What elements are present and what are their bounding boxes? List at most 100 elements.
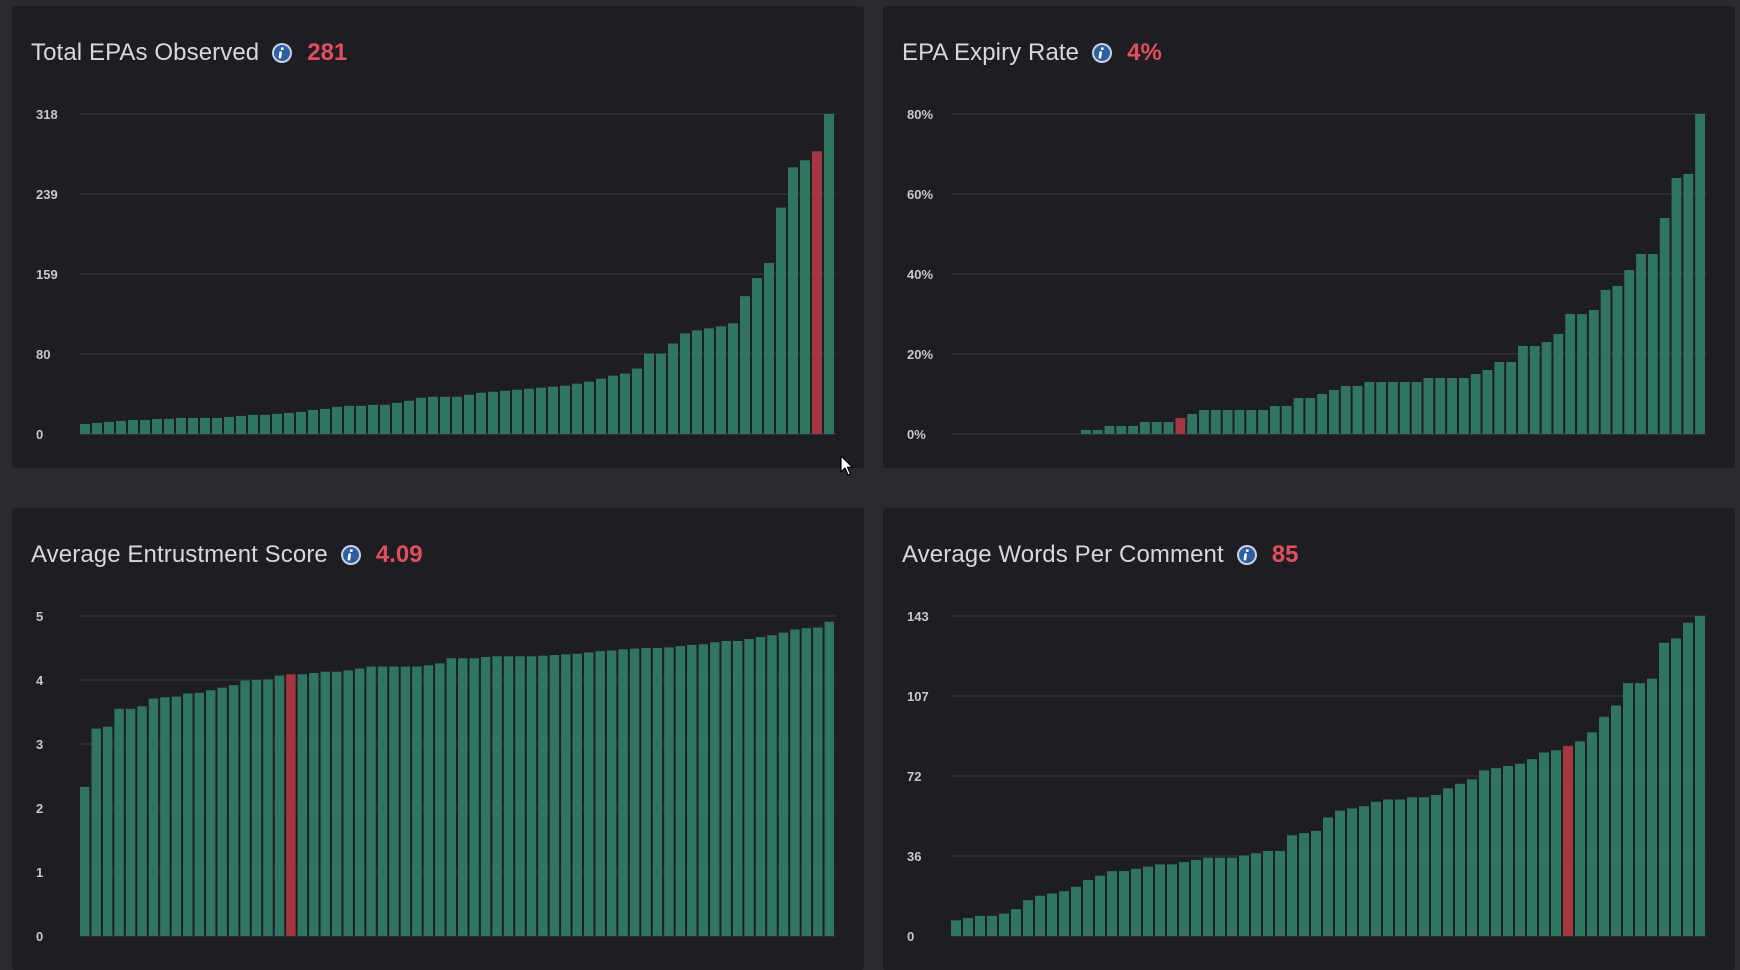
bar[interactable] — [641, 648, 651, 936]
info-icon[interactable] — [271, 42, 293, 64]
bar[interactable] — [1199, 410, 1209, 434]
bar[interactable] — [274, 675, 285, 936]
bar[interactable] — [400, 666, 411, 936]
bar[interactable] — [1116, 426, 1127, 434]
bar[interactable] — [618, 649, 628, 936]
bar[interactable] — [92, 422, 102, 434]
bar[interactable] — [1431, 795, 1441, 936]
bar[interactable] — [1191, 859, 1201, 936]
bar[interactable] — [224, 416, 234, 434]
bar[interactable] — [1305, 398, 1316, 434]
bar[interactable] — [606, 650, 617, 936]
bar[interactable] — [188, 417, 198, 434]
bar[interactable] — [1222, 410, 1233, 434]
bar[interactable] — [1551, 750, 1561, 936]
bar[interactable] — [1455, 783, 1465, 936]
bar[interactable] — [1683, 174, 1694, 434]
bar[interactable] — [452, 396, 462, 434]
bar[interactable] — [248, 414, 258, 434]
bar[interactable] — [309, 672, 319, 936]
bar[interactable] — [1131, 868, 1141, 936]
bar[interactable] — [1636, 254, 1646, 434]
bar[interactable] — [412, 666, 422, 936]
bar[interactable] — [137, 706, 147, 936]
bar[interactable] — [698, 644, 708, 936]
bar[interactable] — [1187, 414, 1198, 434]
bar[interactable] — [1119, 871, 1129, 936]
bar[interactable] — [1411, 382, 1422, 434]
bar[interactable] — [263, 679, 273, 936]
bar[interactable] — [435, 663, 445, 936]
bar[interactable] — [296, 411, 306, 434]
bar[interactable] — [1539, 752, 1549, 937]
bar[interactable] — [1035, 895, 1045, 936]
bar[interactable] — [1491, 768, 1501, 936]
bar[interactable] — [251, 680, 262, 936]
bar[interactable] — [1359, 806, 1369, 936]
bar[interactable] — [515, 656, 525, 936]
bar[interactable] — [692, 330, 702, 434]
highlighted-bar[interactable] — [812, 151, 822, 435]
bar[interactable] — [512, 389, 522, 434]
bar[interactable] — [1107, 871, 1117, 936]
bar[interactable] — [767, 635, 777, 936]
bar[interactable] — [721, 640, 731, 936]
bar[interactable] — [1246, 410, 1257, 434]
bar[interactable] — [492, 656, 502, 936]
bar[interactable] — [584, 652, 594, 936]
bar[interactable] — [116, 420, 126, 434]
bar[interactable] — [752, 278, 762, 434]
bar[interactable] — [446, 658, 456, 936]
bar[interactable] — [1128, 426, 1138, 434]
bar[interactable] — [1311, 830, 1321, 936]
bar[interactable] — [1155, 864, 1165, 936]
bar[interactable] — [1293, 398, 1304, 434]
bar[interactable] — [1179, 862, 1189, 936]
bar[interactable] — [1527, 759, 1537, 936]
bar[interactable] — [1059, 891, 1069, 936]
bar[interactable] — [1287, 835, 1297, 936]
bar[interactable] — [963, 918, 973, 936]
bar[interactable] — [975, 915, 985, 936]
bar[interactable] — [644, 353, 654, 435]
bar[interactable] — [1624, 270, 1635, 434]
bar[interactable] — [584, 381, 594, 434]
bar[interactable] — [1234, 410, 1245, 434]
bar[interactable] — [164, 418, 174, 434]
bar[interactable] — [176, 417, 186, 434]
bar[interactable] — [308, 409, 318, 434]
bar[interactable] — [1047, 893, 1057, 936]
bar[interactable] — [1323, 817, 1333, 936]
bar[interactable] — [1080, 430, 1091, 434]
bar[interactable] — [423, 665, 434, 936]
bar[interactable] — [366, 666, 376, 936]
bar[interactable] — [560, 385, 570, 434]
bar[interactable] — [536, 387, 546, 434]
bar[interactable] — [344, 405, 354, 434]
bar[interactable] — [1671, 638, 1681, 936]
bar[interactable] — [206, 690, 216, 936]
bar[interactable] — [1423, 378, 1434, 434]
bar[interactable] — [1383, 799, 1393, 937]
bar[interactable] — [824, 114, 834, 434]
bar[interactable] — [572, 383, 582, 434]
bar[interactable] — [1143, 866, 1153, 936]
bar[interactable] — [572, 653, 582, 936]
bar[interactable] — [476, 392, 486, 434]
bar[interactable] — [1347, 808, 1357, 936]
bar[interactable] — [236, 415, 246, 434]
bar[interactable] — [1407, 797, 1417, 936]
bar[interactable] — [284, 412, 294, 434]
bar[interactable] — [1376, 382, 1387, 434]
bar[interactable] — [1227, 857, 1237, 936]
bar[interactable] — [1635, 683, 1645, 936]
bar[interactable] — [813, 627, 823, 936]
bar[interactable] — [680, 333, 690, 434]
bar[interactable] — [675, 646, 686, 936]
bar[interactable] — [1167, 864, 1177, 936]
bar[interactable] — [1388, 382, 1398, 434]
bar[interactable] — [1612, 286, 1623, 434]
bar[interactable] — [440, 396, 450, 434]
bar[interactable] — [1210, 410, 1221, 434]
bar[interactable] — [428, 396, 438, 434]
